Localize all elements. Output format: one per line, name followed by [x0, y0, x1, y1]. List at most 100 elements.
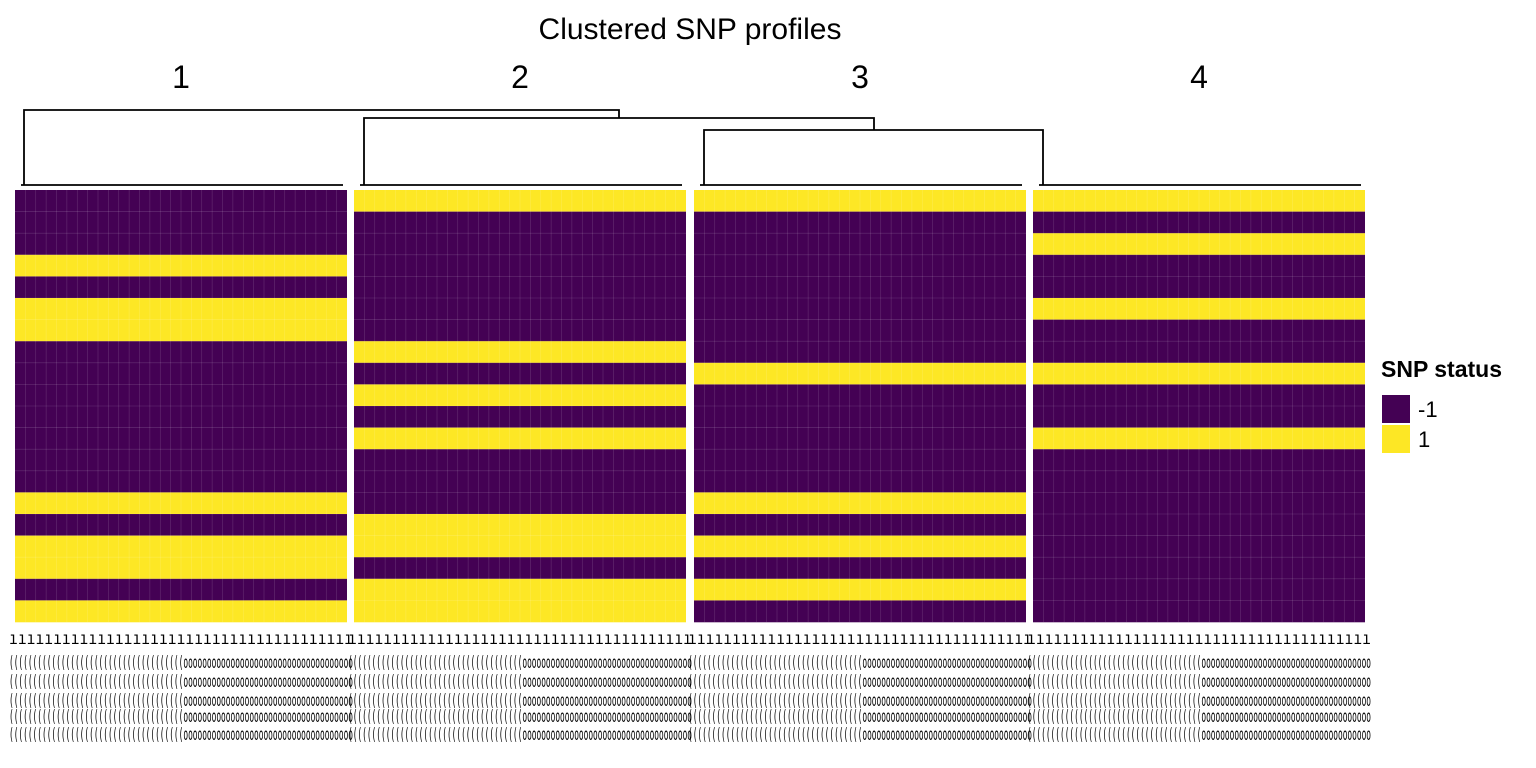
- heatmap-cell: [694, 276, 1026, 299]
- heatmap-cell: [15, 557, 347, 580]
- heatmap-cell: [694, 211, 1026, 234]
- heatmap-grid: [15, 190, 347, 622]
- column-group-title-4: 4: [1190, 59, 1208, 95]
- heatmap-cell: [15, 254, 347, 277]
- heatmap-cell: [15, 470, 347, 493]
- heatmap-cell: [694, 427, 1026, 450]
- column-label-row: (((((((((((((((((((((((((((((((((((((ooo…: [348, 672, 692, 692]
- heatmap-cell: [15, 298, 347, 320]
- heatmap-cell: [1033, 319, 1365, 342]
- chart-title: Clustered SNP profiles: [539, 13, 842, 46]
- heatmap-cell: [15, 578, 347, 601]
- heatmap-cell: [694, 557, 1026, 580]
- heatmap-grid: [1033, 190, 1365, 622]
- heatmap-cell: [1033, 233, 1365, 256]
- heatmap-panel-1: [15, 190, 347, 623]
- column-label-row: (((((((((((((((((((((((((((((((((((((ooo…: [9, 672, 353, 692]
- heatmap-cell: [694, 600, 1026, 623]
- heatmap-cell: [1033, 362, 1365, 385]
- heatmap-cell: [354, 211, 686, 234]
- column-label-row: (((((((((((((((((((((((((((((((((((((ooo…: [9, 653, 353, 673]
- legend: SNP status -11: [1381, 356, 1502, 453]
- heatmap-cell: [15, 384, 347, 407]
- heatmap-cell: [354, 514, 686, 536]
- heatmap-cell: [1033, 492, 1365, 515]
- heatmap-cell: [354, 406, 686, 428]
- heatmap-cell: [15, 449, 347, 472]
- heatmap-cell: [1033, 254, 1365, 277]
- heatmap-cell: [694, 190, 1026, 212]
- heatmap-cell: [15, 514, 347, 536]
- column-label-row: (((((((((((((((((((((((((((((((((((((ooo…: [9, 691, 353, 711]
- column-label-row: (((((((((((((((((((((((((((((((((((((ooo…: [688, 725, 1032, 745]
- heatmap-cell: [694, 492, 1026, 515]
- heatmap-cell: [354, 276, 686, 299]
- heatmap-cell: [1033, 535, 1365, 558]
- dendrogram-branch-3-4: [703, 129, 1044, 185]
- heatmap-cell: [354, 600, 686, 623]
- heatmap-cell: [1033, 341, 1365, 364]
- heatmap-cell: [15, 362, 347, 385]
- heatmap-cell: [1033, 600, 1365, 623]
- column-label-row: (((((((((((((((((((((((((((((((((((((ooo…: [348, 691, 692, 711]
- heatmap-cell: [1033, 557, 1365, 580]
- column-label-row: (((((((((((((((((((((((((((((((((((((ooo…: [1027, 653, 1371, 673]
- legend-entries: -11: [1382, 395, 1438, 453]
- column-label-row: ııııııııııııııııııııııııııııııııııııııı: [348, 629, 692, 649]
- column-label-row: (((((((((((((((((((((((((((((((((((((ooo…: [688, 653, 1032, 673]
- column-label-row: (((((((((((((((((((((((((((((((((((((ooo…: [1027, 707, 1371, 727]
- heatmap-cell: [694, 319, 1026, 342]
- dendrogram: [21, 109, 1361, 186]
- column-label-row: ııııııııııııııııııııııııııııııııııııııı: [688, 629, 1032, 649]
- column-label-row: (((((((((((((((((((((((((((((((((((((ooo…: [1027, 691, 1371, 711]
- heatmap-cell: [694, 233, 1026, 256]
- heatmap-cell: [354, 190, 686, 212]
- column-group-title-1: 1: [172, 59, 190, 95]
- heatmap-cell: [694, 341, 1026, 364]
- legend-swatch: [1382, 395, 1410, 423]
- heatmap-cell: [354, 535, 686, 558]
- heatmap-cell: [15, 276, 347, 299]
- heatmap-cell: [1033, 276, 1365, 299]
- heatmap-grid: [694, 190, 1026, 622]
- heatmap-panel-2: [354, 190, 686, 623]
- column-group-titles: 1 2 3 4: [172, 59, 1208, 95]
- heatmap-cell: [15, 492, 347, 515]
- heatmap-cell: [694, 254, 1026, 277]
- heatmap-cell: [1033, 449, 1365, 472]
- heatmap-cell: [1033, 406, 1365, 428]
- heatmap-cell: [694, 535, 1026, 558]
- heatmap-cell: [694, 578, 1026, 601]
- column-label-row: ııııııııııııııııııııııııııııııııııııııı: [9, 629, 353, 649]
- heatmap-cell: [1033, 298, 1365, 320]
- heatmap-cell: [354, 492, 686, 515]
- column-label-row: (((((((((((((((((((((((((((((((((((((ooo…: [688, 672, 1032, 692]
- column-group-title-3: 3: [851, 59, 869, 95]
- dendrogram-branch-2-34: [363, 117, 875, 185]
- column-label-row: (((((((((((((((((((((((((((((((((((((ooo…: [348, 653, 692, 673]
- heatmap-cell: [694, 514, 1026, 536]
- column-label-row: ııııııııııııııııııııııııııııııııııııııı: [1027, 629, 1371, 649]
- heatmap-cell: [1033, 470, 1365, 493]
- heatmap-cell: [354, 578, 686, 601]
- heatmap-cell: [694, 384, 1026, 407]
- heatmap-cell: [354, 557, 686, 580]
- heatmap-cell: [1033, 578, 1365, 601]
- legend-swatch: [1382, 425, 1410, 453]
- column-label-row: (((((((((((((((((((((((((((((((((((((ooo…: [688, 691, 1032, 711]
- heatmap-cell: [694, 470, 1026, 493]
- heatmap-cell: [15, 406, 347, 428]
- column-group-title-2: 2: [511, 59, 529, 95]
- column-label-row: (((((((((((((((((((((((((((((((((((((ooo…: [348, 707, 692, 727]
- heatmap-panel-4: [1033, 190, 1365, 623]
- heatmap-cell: [15, 319, 347, 342]
- heatmap-cell: [15, 600, 347, 623]
- heatmap-cell: [354, 233, 686, 256]
- heatmap-cell: [354, 470, 686, 493]
- heatmap-cell: [15, 341, 347, 364]
- heatmap-cell: [15, 211, 347, 234]
- heatmap-cell: [694, 298, 1026, 320]
- heatmap-cell: [694, 406, 1026, 428]
- column-label-row: (((((((((((((((((((((((((((((((((((((ooo…: [688, 707, 1032, 727]
